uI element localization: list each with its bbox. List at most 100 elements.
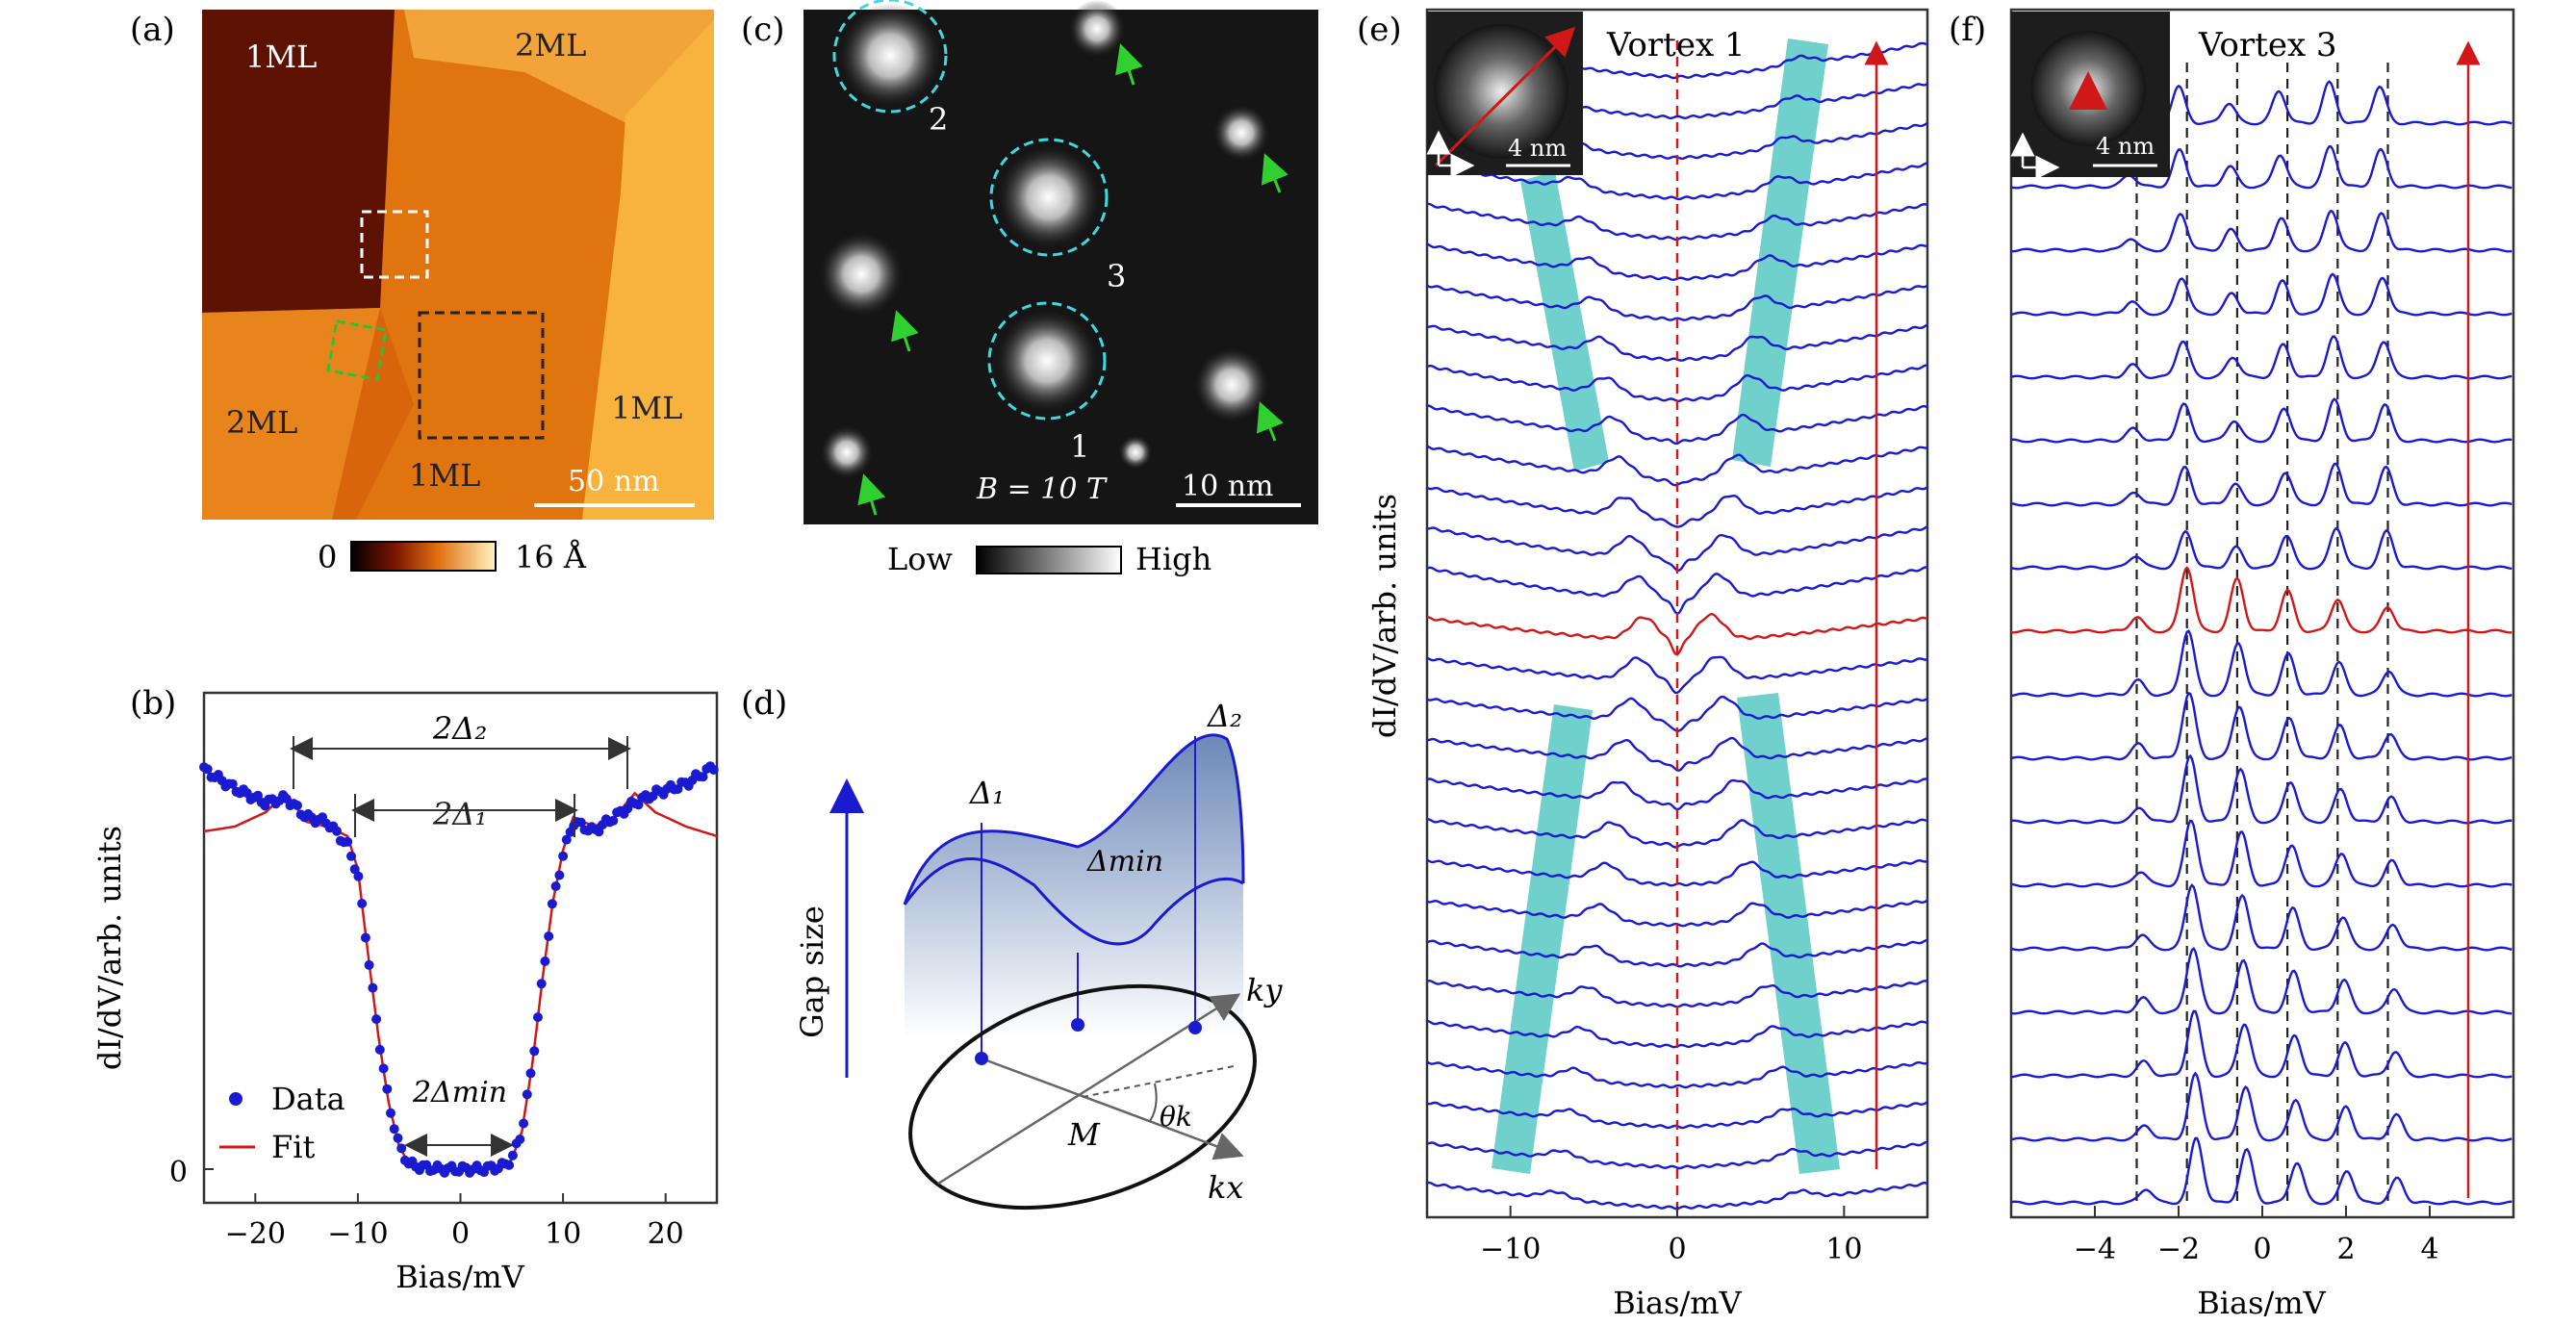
deltamin-label: Δmin xyxy=(1086,845,1163,879)
green-arrow xyxy=(857,473,886,516)
terrace-right xyxy=(582,19,714,520)
y-axis-label: dI/dV/arb. units xyxy=(91,826,128,1070)
data-point xyxy=(547,899,557,909)
region-label: 2ML xyxy=(226,404,297,441)
spectrum xyxy=(2010,397,2512,444)
data-point xyxy=(529,1046,540,1057)
legend-data-marker xyxy=(229,1092,242,1106)
data-point xyxy=(227,778,238,789)
vortex-label: 2 xyxy=(929,101,948,138)
spectrum xyxy=(2010,1009,2512,1079)
dispersion-band xyxy=(1737,693,1840,1174)
region-label: 2ML xyxy=(515,27,586,64)
spectrum xyxy=(2010,335,2512,380)
spectrum xyxy=(2010,462,2512,507)
x-tick-label: 10 xyxy=(545,1217,581,1251)
spectrum xyxy=(1426,284,1928,321)
gap-upper-edge xyxy=(903,733,1245,905)
x-axis-label: Bias/mV xyxy=(2197,1285,2326,1321)
data-point xyxy=(561,834,572,845)
panel-f: (f) 4 nm Vortex 3 −4 −2 0 2 4 Bias/mV xyxy=(1949,8,2515,1321)
gamma-label: M xyxy=(1067,1116,1101,1153)
panel-label-b: (b) xyxy=(130,684,176,723)
x-tick-label: 0 xyxy=(1668,1233,1686,1266)
data-point xyxy=(360,932,370,943)
data-point xyxy=(536,979,547,989)
scale-bar-label: 10 nm xyxy=(1182,470,1273,503)
data-point xyxy=(396,1143,407,1154)
panel-e: (e) 4 nm Vortex 1 −10 0 10 dI/dV/arb. unit… xyxy=(1357,8,1929,1321)
x-tick-label: 10 xyxy=(1825,1233,1862,1266)
data-point xyxy=(633,800,644,810)
data-point xyxy=(386,1108,395,1118)
data-point xyxy=(554,870,565,880)
dispersion-band xyxy=(1520,171,1609,472)
data-point xyxy=(389,1124,399,1135)
region-label: 1ML xyxy=(409,457,480,494)
data-point xyxy=(202,764,213,775)
terrace-1ml-dark xyxy=(202,10,395,313)
vortex-glow xyxy=(837,3,943,109)
peak-lines xyxy=(2135,63,2389,1203)
data-point xyxy=(357,899,368,908)
vortex-label: 1 xyxy=(1070,428,1089,465)
data-point xyxy=(374,1044,385,1055)
spectrum xyxy=(2010,691,2512,761)
data-point xyxy=(544,931,554,941)
colorbar-low: Low xyxy=(887,541,953,577)
spectrum xyxy=(2010,272,2512,317)
x-ticks: −10 0 10 xyxy=(1480,1206,1862,1266)
region-label: 1ML xyxy=(611,390,682,426)
legend-data: Data xyxy=(271,1081,345,1117)
data-point xyxy=(293,801,302,810)
kx-axis xyxy=(981,1057,1244,1160)
x-tick-label: 0 xyxy=(2253,1233,2271,1266)
field-label: B = 10 T xyxy=(976,472,1108,506)
vortex-glow xyxy=(996,144,1102,250)
data-point xyxy=(708,765,719,775)
x-tick-label: 4 xyxy=(2420,1233,2438,1266)
spectrum xyxy=(1426,736,1928,772)
data-point xyxy=(533,1012,543,1023)
green-box xyxy=(326,319,388,381)
data-point xyxy=(550,881,561,891)
white-box xyxy=(360,210,429,279)
spectrum xyxy=(1426,404,1928,446)
panel-label-a: (a) xyxy=(130,11,175,49)
scale-bar-label: 50 nm xyxy=(568,465,659,498)
spectrum xyxy=(1426,655,1928,695)
data-point xyxy=(378,1063,389,1074)
gap-size-label: Gap size xyxy=(794,905,830,1038)
data-point xyxy=(575,817,586,828)
x-tick-label: 20 xyxy=(648,1217,684,1251)
y-axis-label: dI/dV/arb. units xyxy=(1366,494,1403,738)
panel-label-c: (c) xyxy=(741,11,785,49)
data-point xyxy=(608,815,619,826)
data-point xyxy=(346,851,356,861)
x-tick-label: 2 xyxy=(2336,1233,2355,1266)
data-point xyxy=(525,1068,536,1079)
panel-label-d: (d) xyxy=(741,684,787,723)
terrace-1ml-bottom xyxy=(332,308,414,520)
vortex-circle xyxy=(832,0,948,114)
y-tick-0: 0 xyxy=(169,1156,188,1189)
colorbar xyxy=(976,546,1122,574)
x-tick-label: −10 xyxy=(327,1217,388,1251)
panel-title: Vortex 3 xyxy=(2198,26,2337,64)
panel-d: (d) Gap size Δ₁ Δ₂ Δmin ky kx M θk xyxy=(741,684,1283,1211)
spectrum xyxy=(1426,1060,1928,1089)
legend-fit: Fit xyxy=(271,1129,315,1165)
x-ticks: −4 −2 0 2 4 xyxy=(2074,1206,2439,1266)
spectrum xyxy=(2010,629,2512,698)
ky-label: ky xyxy=(1246,972,1283,1008)
data-point xyxy=(515,1135,525,1144)
x-tick-label: −20 xyxy=(225,1217,286,1251)
data-point xyxy=(393,1133,403,1143)
fermi-surface xyxy=(908,983,1257,1211)
panel-label-e: (e) xyxy=(1357,11,1402,49)
x-axis-label: Bias/mV xyxy=(1613,1285,1742,1321)
axes-frame xyxy=(202,691,719,1205)
spectrum xyxy=(2010,144,2512,190)
data-point xyxy=(353,871,364,881)
deltamin-label: 2Δmin xyxy=(412,1076,507,1109)
